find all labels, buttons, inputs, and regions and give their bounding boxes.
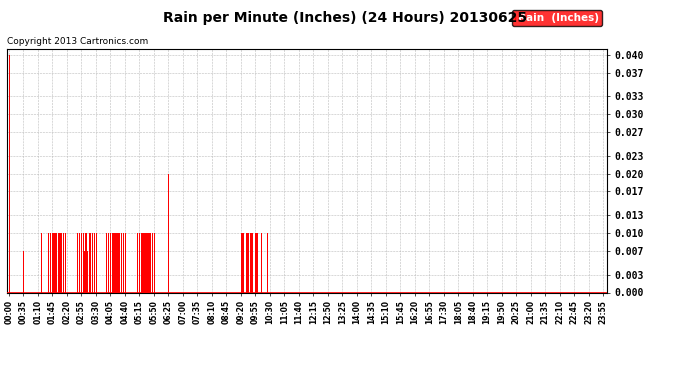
Text: Rain per Minute (Inches) (24 Hours) 20130625: Rain per Minute (Inches) (24 Hours) 2013… [163,11,527,25]
Text: Copyright 2013 Cartronics.com: Copyright 2013 Cartronics.com [7,38,148,46]
Legend: Rain  (Inches): Rain (Inches) [511,10,602,26]
